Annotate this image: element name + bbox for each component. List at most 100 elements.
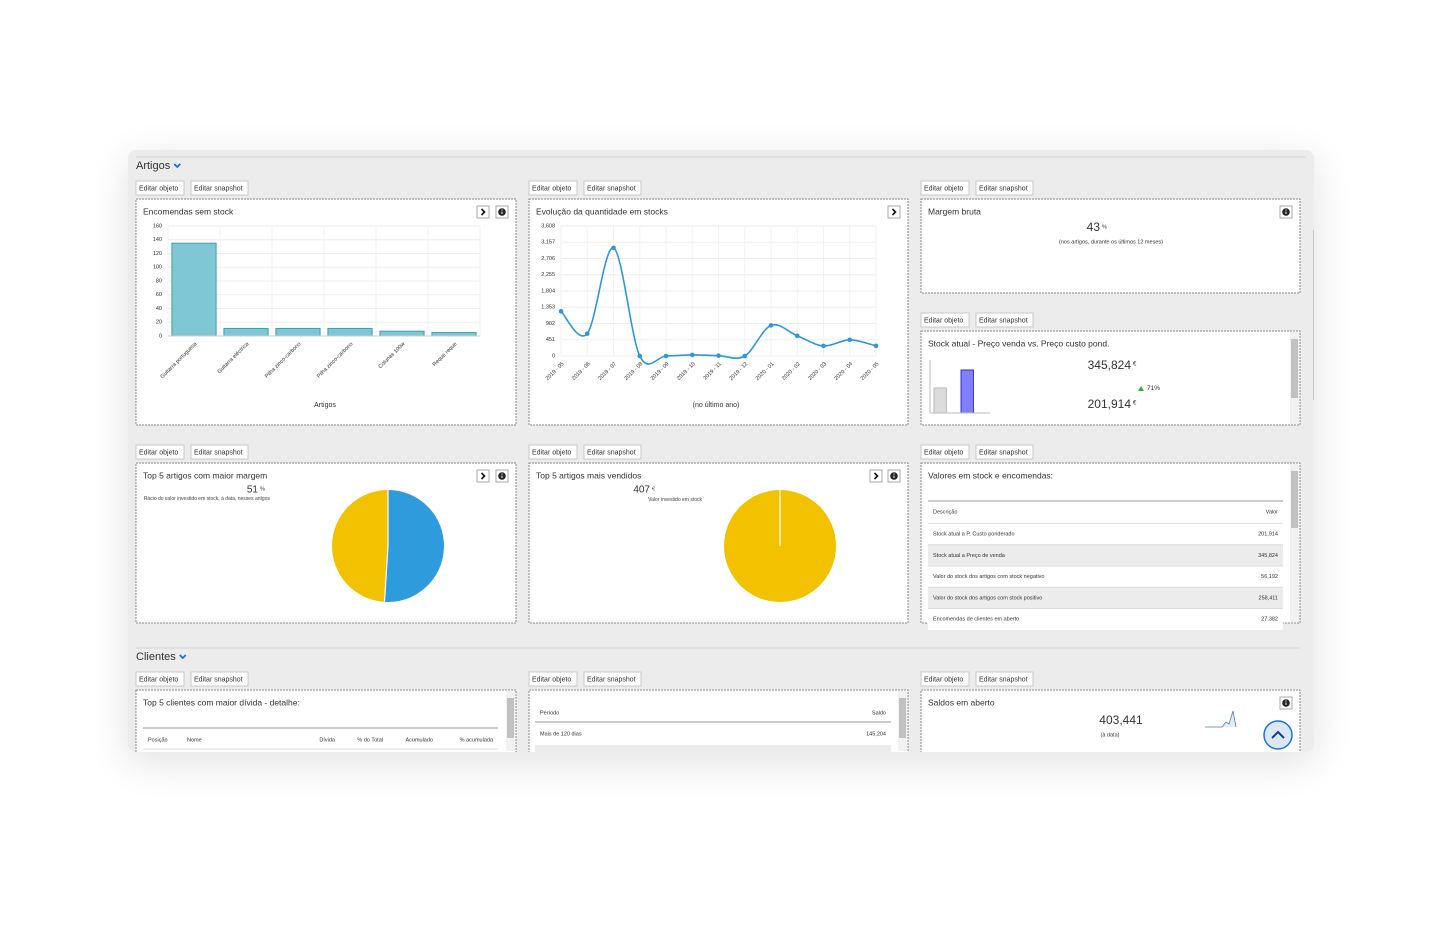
button-label: Editar snapshot [587, 676, 636, 683]
x-axis-label: Artigos [314, 402, 336, 409]
unit: € [1133, 362, 1137, 368]
table-header: % do Total [357, 737, 383, 743]
button[interactable] [583, 671, 642, 687]
button-label: Editar snapshot [979, 317, 1028, 324]
button[interactable] [528, 671, 578, 687]
table-header: Valor [1266, 509, 1279, 515]
point [637, 353, 643, 359]
kpi-value: 51 [247, 485, 259, 496]
table-cell: Stock atual a P. Custo ponderado [933, 531, 1015, 537]
bar [275, 327, 321, 337]
x-axis-label: (no último ano) [693, 402, 740, 409]
section-title: Artigos [136, 160, 171, 172]
button-label: Editar objeto [924, 317, 963, 324]
button-label: Editar snapshot [587, 449, 636, 456]
kpi-note: (nos artigos, durante os últimos 12 mese… [1059, 239, 1163, 245]
button[interactable] [528, 180, 578, 196]
button[interactable] [920, 444, 970, 460]
button[interactable] [920, 180, 970, 196]
table-header: Saldo [872, 710, 886, 716]
point [821, 343, 826, 349]
button[interactable] [135, 180, 185, 196]
scrollbar-thumb[interactable] [1291, 471, 1298, 528]
table-header: Descrição [933, 509, 957, 515]
widget-title: Top 5 artigos mais vendidos [536, 470, 641, 480]
chevron-icon [891, 208, 897, 216]
y-tick-label: 20 [156, 320, 162, 326]
button[interactable] [135, 444, 185, 460]
expand-button[interactable] [476, 469, 490, 483]
table-cell: 56,192 [1261, 574, 1278, 580]
page-scrollbar [1313, 230, 1314, 400]
table-title: Valores em stock e encomendas: [928, 470, 1053, 480]
widget-title: Margem bruta [928, 206, 981, 216]
table-header: Acumulado [405, 737, 433, 743]
pie-slice [384, 490, 444, 602]
bar [960, 369, 974, 414]
panel [920, 198, 1301, 294]
point [611, 245, 616, 251]
table-header: Nome [187, 737, 202, 743]
button[interactable] [975, 671, 1034, 687]
table-cell: Valor do stock dos artigos com stock neg… [933, 574, 1044, 580]
expand-button[interactable] [476, 205, 490, 219]
pie-slice [331, 490, 388, 602]
panel [528, 689, 909, 752]
scrollbar-track [1290, 464, 1299, 622]
button[interactable] [920, 671, 970, 687]
value-label: 201,914 [1088, 397, 1132, 411]
scrollbar-thumb[interactable] [507, 698, 514, 738]
button[interactable] [975, 444, 1034, 460]
bar [933, 387, 947, 414]
chevron-icon [480, 208, 486, 216]
table-cell: 258,411 [1259, 595, 1278, 601]
y-tick-label: 3,157 [541, 240, 555, 246]
button[interactable] [583, 180, 642, 196]
button[interactable] [528, 444, 578, 460]
button-label: Editar objeto [139, 676, 178, 683]
panel [135, 462, 517, 624]
button[interactable] [583, 444, 642, 460]
info-icon [893, 473, 895, 475]
table-cell: Mais de 120 dias [540, 731, 582, 737]
widget-title: Stock atual - Preço venda vs. Preço cust… [928, 338, 1109, 348]
info-icon [1285, 209, 1287, 211]
sparkline [1205, 710, 1237, 728]
table-cell: Valor do stock dos artigos com stock pos… [933, 595, 1042, 601]
bar [379, 330, 425, 337]
scrollbar-thumb[interactable] [899, 698, 906, 738]
table-row [928, 566, 1283, 588]
button[interactable] [190, 671, 249, 687]
widget-title: Saldos em aberto [928, 697, 995, 707]
table-cell: 145,204 [866, 731, 886, 737]
y-tick-label: 451 [546, 337, 555, 343]
scrollbar-thumb[interactable] [1291, 339, 1298, 398]
button[interactable] [135, 671, 185, 687]
table-header: Posição [148, 737, 168, 743]
y-tick-label: 1,353 [541, 305, 555, 311]
button[interactable] [975, 312, 1034, 328]
expand-button[interactable] [887, 205, 901, 219]
button[interactable] [975, 180, 1034, 196]
button-label: Editar objeto [532, 449, 571, 456]
panel [920, 330, 1301, 426]
expand-button[interactable] [869, 469, 883, 483]
y-tick-label: 2,706 [541, 256, 555, 262]
panel [528, 462, 909, 624]
point [768, 323, 774, 328]
y-tick-label: 0 [552, 353, 555, 359]
kpi-subtitle-text: Rácio do valor investido em stock, à dat… [143, 496, 270, 502]
button-label: Editar snapshot [979, 449, 1028, 456]
table-row [535, 745, 891, 752]
button[interactable] [190, 180, 249, 196]
table-cell: Stock atual a Preço de venda [933, 553, 1006, 559]
slice-border [383, 545, 389, 602]
button[interactable] [920, 312, 970, 328]
button[interactable] [190, 444, 249, 460]
scroll-top-button[interactable] [1263, 720, 1293, 750]
chevron [173, 163, 181, 169]
widget-title: Encomendas sem stock [143, 206, 234, 216]
button-label: Editar snapshot [979, 676, 1028, 683]
y-tick-label: 40 [156, 306, 162, 312]
button-label: Editar objeto [532, 185, 571, 192]
